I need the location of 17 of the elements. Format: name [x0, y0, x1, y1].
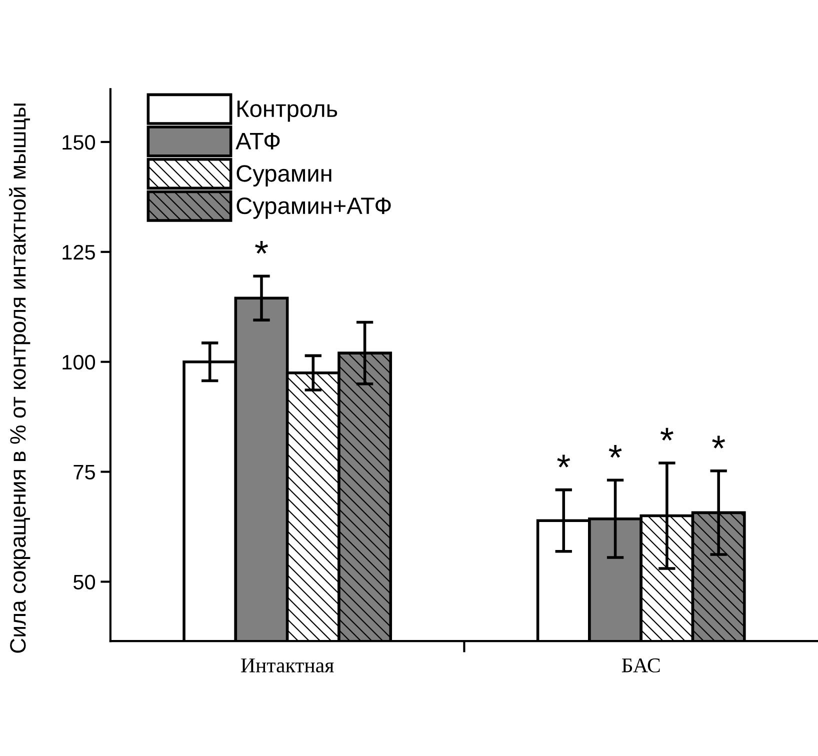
x-tick-label: БАС [622, 658, 660, 672]
annotation: * [608, 445, 622, 458]
y-axis-title: Сила сокращения в % от контроля интактной мышцы [9, 104, 30, 653]
y-tick-label: 150 [62, 134, 96, 150]
annotation: * [557, 454, 570, 468]
y-tick-label: 50 [74, 574, 96, 590]
x-tick-label: Интактная [241, 658, 334, 672]
y-tick-label: 100 [62, 354, 96, 370]
legend-label: АТФ [236, 132, 280, 150]
annotation: * [255, 240, 268, 254]
annotation: * [660, 428, 674, 441]
legend-label: Сурамин [236, 165, 332, 186]
legend-label: Контроль [237, 100, 338, 122]
legend-label: Сурамин+АТФ [236, 197, 391, 219]
y-tick-label: 125 [62, 244, 95, 260]
annotation: * [712, 436, 726, 448]
y-tick-label: 75 [74, 465, 95, 480]
